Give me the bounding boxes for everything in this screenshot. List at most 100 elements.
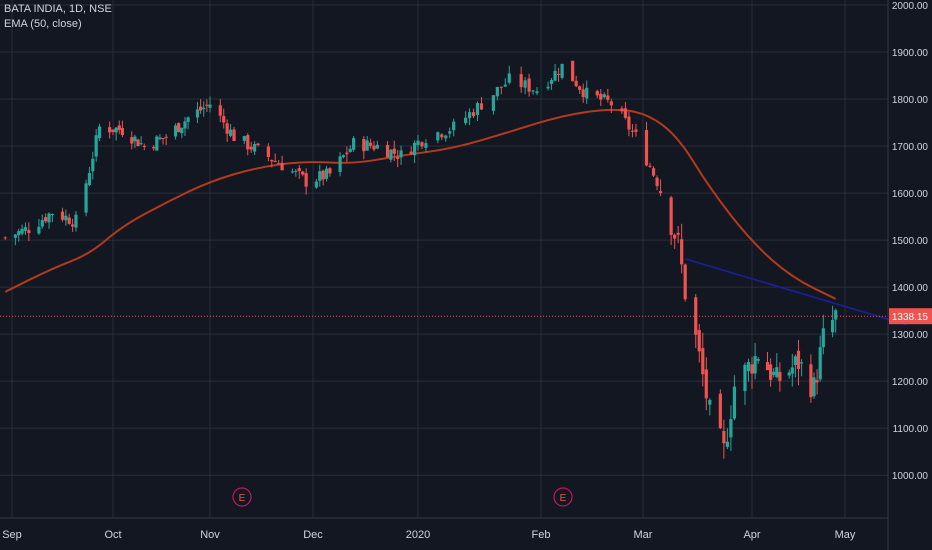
- candle-up[interactable]: [365, 140, 369, 151]
- candle-up[interactable]: [155, 136, 159, 151]
- candle-down[interactable]: [809, 364, 813, 398]
- candle-up[interactable]: [546, 86, 550, 89]
- candle-up[interactable]: [314, 181, 318, 188]
- candle-down[interactable]: [71, 224, 75, 227]
- candle-up[interactable]: [290, 171, 294, 173]
- candle-up[interactable]: [464, 117, 468, 124]
- candle-down[interactable]: [328, 168, 332, 174]
- candle-down[interactable]: [599, 93, 603, 100]
- candle-up[interactable]: [787, 372, 791, 376]
- trendline[interactable]: [684, 258, 907, 326]
- candle-down[interactable]: [3, 237, 7, 239]
- candle-up[interactable]: [158, 137, 162, 140]
- candle-down[interactable]: [372, 145, 376, 150]
- candle-down[interactable]: [658, 191, 663, 194]
- candle-down[interactable]: [609, 101, 613, 106]
- candle-up[interactable]: [341, 155, 346, 158]
- candle-up[interactable]: [352, 138, 356, 150]
- candle-up[interactable]: [186, 117, 190, 122]
- candle-up[interactable]: [84, 183, 88, 213]
- candle-up[interactable]: [87, 172, 92, 186]
- candle-up[interactable]: [495, 87, 499, 97]
- candle-up[interactable]: [772, 371, 776, 376]
- candle-up[interactable]: [139, 143, 143, 145]
- candle-up[interactable]: [47, 213, 51, 223]
- candle-down[interactable]: [108, 127, 112, 133]
- candle-up[interactable]: [725, 441, 729, 447]
- candle-down[interactable]: [581, 89, 585, 98]
- earnings-marker-icon[interactable]: [232, 487, 252, 507]
- candle-down[interactable]: [479, 103, 484, 110]
- candle-down[interactable]: [623, 108, 628, 118]
- candle-down[interactable]: [256, 143, 260, 146]
- candle-down[interactable]: [161, 138, 165, 140]
- candle-up[interactable]: [416, 140, 420, 146]
- candle-up[interactable]: [452, 121, 456, 131]
- candle-down[interactable]: [704, 369, 708, 399]
- candle-down[interactable]: [345, 152, 349, 155]
- candle-down[interactable]: [44, 217, 48, 222]
- candle-up[interactable]: [491, 95, 495, 111]
- candle-up[interactable]: [753, 356, 757, 374]
- candle-down[interactable]: [266, 146, 270, 158]
- earnings-marker-icon[interactable]: [553, 487, 573, 507]
- candle-up[interactable]: [37, 226, 41, 234]
- candle-up[interactable]: [507, 73, 511, 83]
- candle-down[interactable]: [701, 348, 705, 375]
- candle-up[interactable]: [202, 107, 206, 110]
- candle-up[interactable]: [793, 356, 797, 365]
- candle-up[interactable]: [133, 136, 137, 142]
- price-axis[interactable]: 2000.00 1900.00 1800.00 1700.00 1600.00 1500.…: [887, 0, 928, 550]
- candle-down[interactable]: [177, 123, 181, 133]
- candle-down[interactable]: [669, 197, 673, 235]
- candle-down[interactable]: [765, 361, 770, 371]
- candle-up[interactable]: [475, 103, 480, 115]
- candle-up[interactable]: [13, 234, 17, 238]
- candle-up[interactable]: [602, 94, 606, 98]
- candle-up[interactable]: [91, 158, 95, 172]
- candle-up[interactable]: [208, 104, 212, 108]
- candle-up[interactable]: [531, 90, 535, 92]
- candle-down[interactable]: [750, 364, 754, 374]
- candle-up[interactable]: [375, 144, 379, 149]
- candle-down[interactable]: [152, 147, 156, 149]
- candle-down[interactable]: [694, 297, 698, 335]
- candle-up[interactable]: [708, 399, 712, 405]
- candle-up[interactable]: [180, 127, 184, 134]
- candle-down[interactable]: [67, 217, 71, 224]
- candle-up[interactable]: [812, 377, 816, 397]
- candle-up[interactable]: [821, 328, 825, 348]
- candle-up[interactable]: [436, 132, 440, 141]
- candle-down[interactable]: [595, 90, 599, 96]
- candle-up[interactable]: [831, 319, 835, 333]
- candle-down[interactable]: [270, 159, 274, 162]
- candle-up[interactable]: [467, 112, 472, 119]
- candle-up[interactable]: [834, 310, 838, 320]
- candle-down[interactable]: [225, 123, 229, 134]
- candle-up[interactable]: [114, 127, 118, 133]
- candle-up[interactable]: [818, 347, 822, 380]
- candle-down[interactable]: [630, 130, 635, 132]
- time-axis[interactable]: Sep Oct Nov Dec 2020 Feb Mar Apr May: [0, 517, 888, 541]
- candle-down[interactable]: [718, 393, 722, 429]
- candle-down[interactable]: [651, 168, 656, 176]
- candle-down[interactable]: [280, 162, 284, 171]
- candle-down[interactable]: [130, 137, 134, 144]
- candle-down[interactable]: [673, 234, 677, 239]
- candle-down[interactable]: [815, 380, 819, 383]
- candle-down[interactable]: [440, 134, 444, 138]
- candle-up[interactable]: [20, 228, 24, 234]
- candle-down[interactable]: [246, 135, 250, 150]
- candle-down[interactable]: [120, 128, 124, 136]
- candle-down[interactable]: [385, 144, 390, 158]
- candles-group[interactable]: [3, 60, 838, 459]
- candle-up[interactable]: [448, 131, 452, 134]
- candle-down[interactable]: [362, 139, 366, 152]
- candle-down[interactable]: [648, 165, 652, 167]
- candle-down[interactable]: [142, 145, 146, 147]
- candle-down[interactable]: [277, 163, 281, 165]
- candle-up[interactable]: [503, 84, 507, 87]
- candle-down[interactable]: [60, 211, 65, 220]
- candle-up[interactable]: [389, 149, 393, 160]
- candle-up[interactable]: [535, 91, 539, 94]
